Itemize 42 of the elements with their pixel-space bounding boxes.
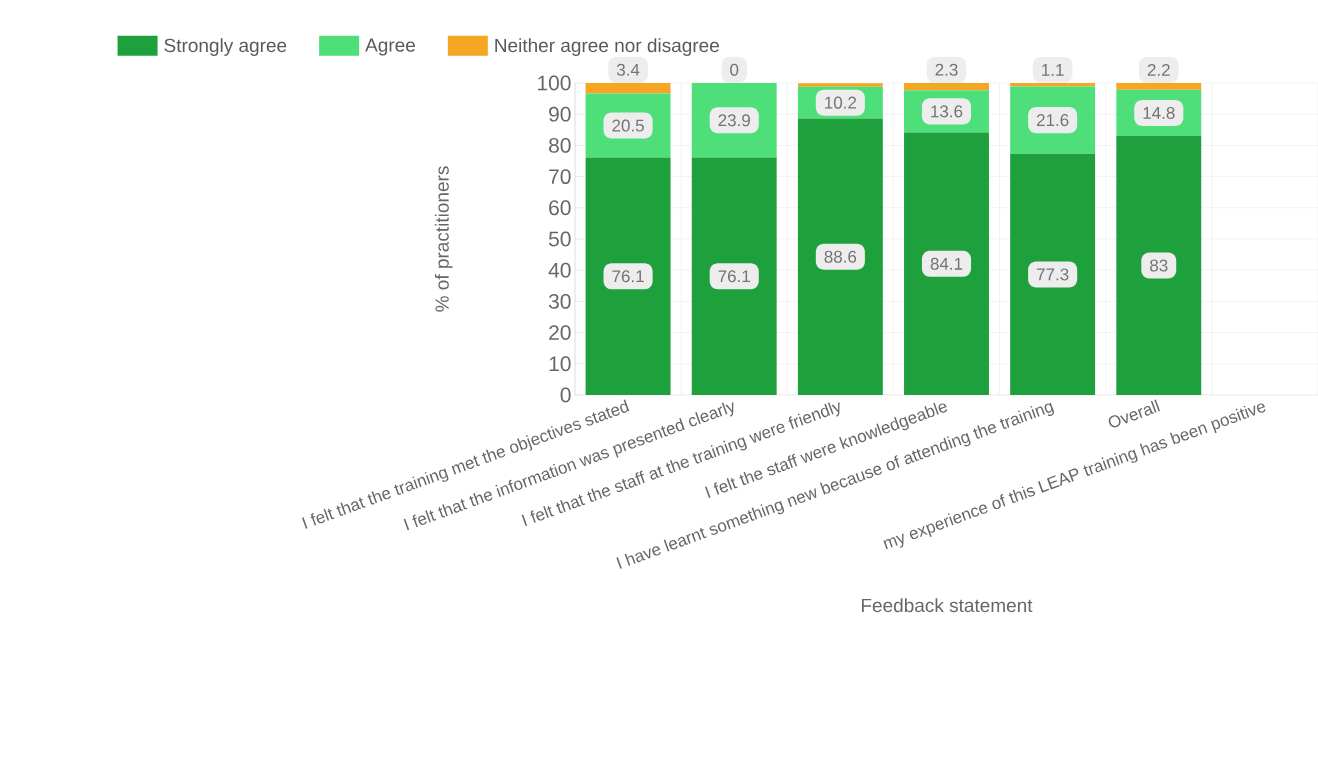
y-axis-title: % of practitioners: [434, 166, 453, 312]
y-tick-label: 10: [549, 356, 571, 372]
y-tick-label: 40: [548, 262, 571, 278]
bar: [691, 157, 777, 395]
data-label: 20.5: [612, 119, 644, 132]
data-label: 77.3: [1036, 268, 1069, 281]
bar: [585, 82, 671, 94]
y-tick-label: 50: [548, 231, 571, 247]
legend-label: Agree: [365, 38, 415, 56]
bar: [797, 83, 883, 87]
y-tick-label: 30: [548, 293, 571, 309]
y-tick-label: 20: [549, 325, 571, 341]
data-label: 1.1: [1042, 64, 1064, 76]
bar: [1116, 82, 1202, 90]
data-label: 14.8: [1143, 106, 1175, 119]
bar: [1010, 153, 1096, 395]
data-label: 76.1: [718, 270, 750, 283]
data-label: 2.3: [935, 63, 958, 76]
y-tick-label: 90: [549, 106, 571, 122]
bar: [585, 157, 671, 395]
data-label: 13.6: [931, 105, 963, 118]
y-tick-label: 100: [538, 75, 571, 91]
data-label: 0: [730, 63, 739, 76]
data-label: 83: [1150, 259, 1168, 272]
data-label: 2.2: [1147, 63, 1170, 76]
legend-label: Strongly agree: [164, 38, 287, 56]
y-tick-label: 70: [549, 169, 571, 185]
y-tick-label: 60: [549, 200, 571, 216]
data-label: 88.6: [824, 250, 857, 263]
bar: [904, 132, 989, 395]
legend-label: Neither agree nor disagree: [495, 38, 719, 56]
data-label: 76.1: [612, 270, 644, 283]
y-tick-label: 80: [549, 137, 571, 153]
y-tick-label: 0: [560, 387, 571, 403]
data-label: 84.1: [930, 257, 963, 270]
x-axis-title: Feedback statement: [861, 598, 1033, 613]
bar: [1116, 136, 1202, 395]
bar: [904, 82, 989, 91]
data-label: 23.9: [718, 114, 750, 127]
data-label: 3.4: [616, 63, 640, 76]
data-label: 21.6: [1036, 114, 1069, 127]
data-label: 10.2: [825, 96, 857, 109]
